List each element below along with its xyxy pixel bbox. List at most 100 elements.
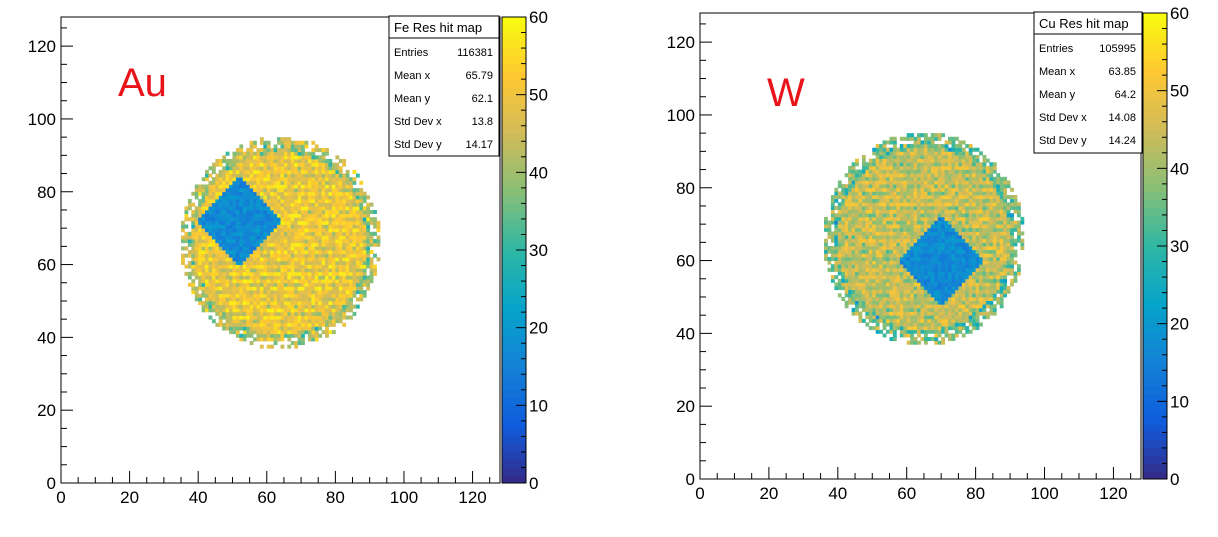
heatmap-cell <box>893 286 897 290</box>
heatmap-cell <box>907 275 911 279</box>
heatmap-cell <box>896 155 900 159</box>
heatmap-cell <box>260 214 264 218</box>
heatmap-cell <box>250 177 254 181</box>
heatmap-cell <box>195 225 199 229</box>
heatmap-cell <box>332 297 336 301</box>
color-scale-segment <box>502 242 526 250</box>
heatmap-cell <box>979 257 983 261</box>
heatmap-cell <box>291 330 295 334</box>
color-scale-segment <box>502 312 526 320</box>
heatmap-cell <box>325 297 329 301</box>
heatmap-cell <box>952 333 956 337</box>
heatmap-cell <box>294 166 298 170</box>
heatmap-cell <box>263 141 267 145</box>
heatmap-cell <box>291 239 295 243</box>
heatmap-cell <box>955 319 959 323</box>
heatmap-cell <box>917 330 921 334</box>
heatmap-cell <box>287 210 291 214</box>
heatmap-cell <box>236 286 240 290</box>
color-scale-segment <box>502 281 526 289</box>
heatmap-cell <box>976 257 980 261</box>
heatmap-cell <box>845 268 849 272</box>
heatmap-cell <box>900 264 904 268</box>
heatmap-cell <box>291 272 295 276</box>
heatmap-cell <box>325 272 329 276</box>
heatmap-cell <box>914 271 918 275</box>
heatmap-cell <box>934 188 938 192</box>
heatmap-cell <box>848 177 852 181</box>
heatmap-cell <box>907 242 911 246</box>
heatmap-cell <box>896 239 900 243</box>
heatmap-cell <box>927 257 931 261</box>
heatmap-cell <box>250 239 254 243</box>
heatmap-cell <box>924 246 928 250</box>
heatmap-cell <box>215 221 219 225</box>
heatmap-cell <box>948 213 952 217</box>
heatmap-cell <box>858 282 862 286</box>
heatmap-cell <box>229 283 233 287</box>
heatmap-cell <box>212 239 216 243</box>
heatmap-cell <box>250 170 254 174</box>
heatmap-cell <box>831 231 835 235</box>
heatmap-cell <box>931 162 935 166</box>
color-scale-segment <box>502 126 526 134</box>
heatmap-cell <box>301 210 305 214</box>
heatmap-cell <box>281 316 285 320</box>
heatmap-cell <box>198 210 202 214</box>
heatmap-cell <box>219 316 223 320</box>
heatmap-cell <box>315 330 319 334</box>
heatmap-cell <box>298 217 302 221</box>
heatmap-cell <box>315 148 319 152</box>
heatmap-cell <box>339 319 343 323</box>
heatmap-cell <box>945 271 949 275</box>
heatmap-cell <box>202 283 206 287</box>
heatmap-cell <box>979 308 983 312</box>
heatmap-cell <box>277 275 281 279</box>
heatmap-cell <box>353 250 357 254</box>
heatmap-cell <box>335 301 339 305</box>
heatmap-cell <box>879 242 883 246</box>
heatmap-cell <box>329 294 333 298</box>
heatmap-cell <box>308 214 312 218</box>
heatmap-cell <box>281 174 285 178</box>
heatmap-cell <box>250 305 254 309</box>
heatmap-cell <box>858 286 862 290</box>
heatmap-cell <box>872 261 876 265</box>
heatmap-cell <box>226 268 230 272</box>
heatmap-cell <box>955 170 959 174</box>
heatmap-cell <box>202 210 206 214</box>
heatmap-cell <box>260 294 264 298</box>
heatmap-cell <box>945 326 949 330</box>
heatmap-cell <box>325 225 329 229</box>
heatmap-cell <box>824 239 828 243</box>
heatmap-cell <box>229 286 233 290</box>
heatmap-cell <box>322 177 326 181</box>
heatmap-cell <box>298 246 302 250</box>
heatmap-cell <box>886 199 890 203</box>
heatmap-cell <box>274 206 278 210</box>
x-tick-label: 40 <box>189 488 208 507</box>
heatmap-cell <box>325 210 329 214</box>
heatmap-cell <box>907 268 911 272</box>
heatmap-cell <box>318 206 322 210</box>
heatmap-cell <box>232 312 236 316</box>
heatmap-cell <box>931 271 935 275</box>
heatmap-cell <box>256 337 260 341</box>
heatmap-cell <box>339 232 343 236</box>
heatmap-cell <box>907 293 911 297</box>
heatmap-cell <box>318 283 322 287</box>
heatmap-cell <box>879 235 883 239</box>
heatmap-cell <box>900 221 904 225</box>
heatmap-cell <box>212 166 216 170</box>
heatmap-cell <box>270 319 274 323</box>
heatmap-cell <box>202 206 206 210</box>
heatmap-cell <box>287 203 291 207</box>
heatmap-cell <box>359 290 363 294</box>
heatmap-cell <box>869 173 873 177</box>
heatmap-cell <box>311 250 315 254</box>
heatmap-cell <box>852 195 856 199</box>
heatmap-cell <box>253 163 257 167</box>
heatmap-cell <box>270 345 274 349</box>
heatmap-cell <box>893 253 897 257</box>
heatmap-cell <box>226 214 230 218</box>
